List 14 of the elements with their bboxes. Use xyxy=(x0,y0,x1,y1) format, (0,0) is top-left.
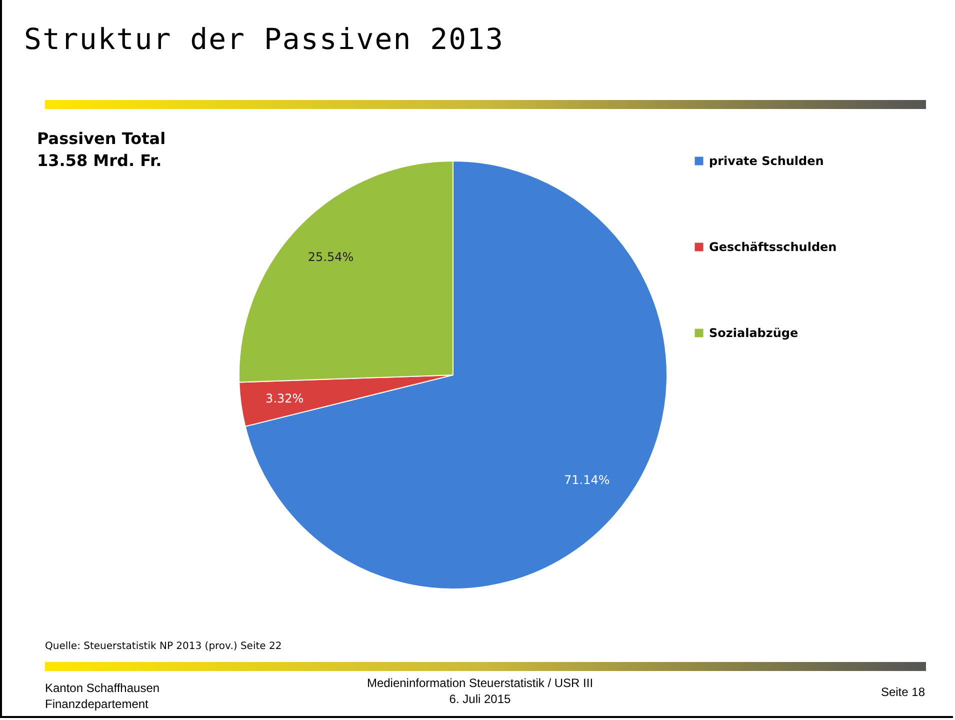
data-label: 71.14% xyxy=(564,472,610,487)
chart-title: Struktur der Passiven 2013 xyxy=(24,22,504,56)
legend-label: Sozialabzüge xyxy=(709,326,798,340)
text: 6. Juli 2015 xyxy=(448,691,512,707)
data-label: 25.54% xyxy=(308,250,354,264)
text: Seite 18 xyxy=(880,685,925,699)
text: Finanzdepartement xyxy=(45,696,150,712)
legend-label: Geschäftsschulden xyxy=(709,240,837,254)
source-note: Quelle: Steuerstatistik NP 2013 (prov.) Seite 22 xyxy=(45,641,282,652)
text: Medieninformation Steuerstatistik / USR III xyxy=(366,675,594,691)
data-label: 3.32% xyxy=(266,391,304,406)
text: Passiven Total 13.58 Mrd. Fr. xyxy=(37,128,167,172)
legend-label: private Schulden xyxy=(709,154,824,168)
text: Kanton Schaffhausen xyxy=(45,680,160,696)
